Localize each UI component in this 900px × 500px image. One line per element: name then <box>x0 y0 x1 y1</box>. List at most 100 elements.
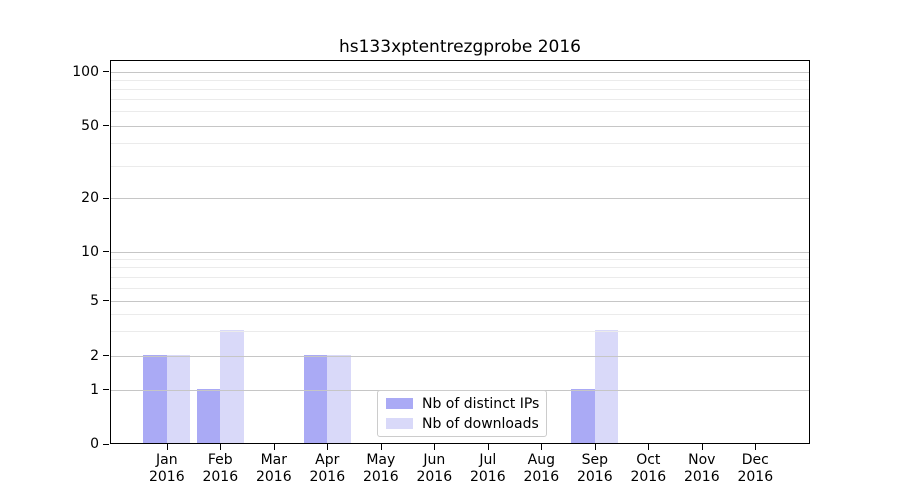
y-axis-tick-label: 20 <box>81 190 99 207</box>
x-axis-tick <box>166 444 168 450</box>
legend-swatch <box>386 398 413 409</box>
x-axis-tick <box>541 444 543 450</box>
gridline-minor <box>111 313 809 315</box>
y-axis-tick <box>103 443 109 445</box>
x-label-month: Dec <box>741 452 769 468</box>
y-axis-tick-label: 5 <box>90 292 99 309</box>
x-axis-tick-label: May 2016 <box>351 452 411 486</box>
gridline-minor <box>111 79 809 81</box>
gridline-minor <box>111 143 809 145</box>
bar-distinct-ips <box>196 388 221 443</box>
x-axis-tick-label: Aug 2016 <box>511 452 571 486</box>
x-label-year: 2016 <box>416 469 453 485</box>
x-axis-tick-label: Dec 2016 <box>725 452 785 486</box>
x-axis-tick <box>487 444 489 450</box>
gridline-minor <box>111 166 809 168</box>
x-label-year: 2016 <box>737 469 774 485</box>
x-label-year: 2016 <box>362 469 399 485</box>
y-axis-tick <box>103 71 109 73</box>
bar-downloads <box>220 330 244 443</box>
gridline-minor <box>111 259 809 261</box>
legend-label: Nb of distinct IPs <box>422 395 540 412</box>
y-axis-tick-label: 2 <box>90 347 99 364</box>
bar-downloads <box>327 354 351 443</box>
x-axis-tick <box>648 444 650 450</box>
y-axis-tick <box>103 251 109 253</box>
x-axis-tick <box>380 444 382 450</box>
y-axis-tick <box>103 197 109 199</box>
legend-label: Nb of downloads <box>422 415 539 432</box>
y-axis-tick-label: 0 <box>90 436 99 452</box>
y-axis-tick-label: 10 <box>81 243 99 260</box>
x-label-year: 2016 <box>148 469 185 485</box>
x-label-year: 2016 <box>255 469 292 485</box>
x-label-year: 2016 <box>523 469 560 485</box>
bar-downloads <box>594 330 619 443</box>
x-label-year: 2016 <box>630 469 667 485</box>
bar-distinct-ips <box>143 354 167 443</box>
gridline-major <box>111 198 809 200</box>
x-label-month: Jan <box>156 452 178 468</box>
x-axis-tick-label: Jul 2016 <box>458 452 518 486</box>
x-label-month: Oct <box>636 452 661 468</box>
gridline-minor <box>111 99 809 101</box>
x-axis-tick <box>220 444 222 450</box>
gridline-minor <box>111 287 809 289</box>
gridline-major <box>111 251 809 253</box>
x-axis-tick-label: Nov 2016 <box>672 452 732 486</box>
x-label-month: Jun <box>423 452 446 468</box>
x-axis-tick-label: Oct 2016 <box>618 452 678 486</box>
x-axis-tick-label: Apr 2016 <box>297 452 357 486</box>
y-axis-tick <box>103 355 109 356</box>
x-label-month: Jul <box>479 452 497 468</box>
y-axis-tick-label: 50 <box>81 117 99 134</box>
x-label-month: Apr <box>315 452 340 468</box>
y-axis-tick <box>103 300 109 301</box>
x-axis-tick-label: Jan 2016 <box>137 452 197 486</box>
gridline-major <box>111 125 809 127</box>
bar-distinct-ips <box>571 388 595 443</box>
gridline-major <box>111 300 809 302</box>
chart-title: hs133xptentrezgprobe 2016 <box>338 37 581 57</box>
x-label-month: Aug <box>527 452 555 468</box>
x-axis-tick <box>434 444 436 450</box>
x-axis-tick-label: Mar 2016 <box>244 452 304 486</box>
legend-item: Nb of distinct IPs <box>386 395 546 412</box>
x-label-month: Nov <box>688 452 716 468</box>
x-axis-tick <box>755 444 757 450</box>
gridline-minor <box>111 111 809 113</box>
x-axis-tick <box>327 444 329 450</box>
legend: Nb of distinct IPs Nb of downloads <box>377 390 547 437</box>
x-label-month: May <box>366 452 396 468</box>
x-axis-tick <box>273 444 275 450</box>
x-label-year: 2016 <box>469 469 506 485</box>
x-label-year: 2016 <box>683 469 720 485</box>
x-axis-tick <box>594 444 596 450</box>
legend-item: Nb of downloads <box>386 415 546 432</box>
gridline-major <box>111 71 809 73</box>
gridline-major <box>111 355 809 357</box>
bar-distinct-ips <box>303 354 328 443</box>
gridline-minor <box>111 89 809 91</box>
x-axis-tick <box>701 444 703 450</box>
gridline-minor <box>111 331 809 333</box>
x-label-year: 2016 <box>576 469 613 485</box>
x-label-month: Sep <box>581 452 608 468</box>
bar-downloads <box>166 354 191 443</box>
legend-swatch <box>386 418 413 429</box>
x-label-month: Feb <box>207 452 233 468</box>
gridline-minor <box>111 276 809 278</box>
x-label-year: 2016 <box>202 469 239 485</box>
x-axis-tick-label: Jun 2016 <box>404 452 464 486</box>
plot-area <box>110 60 810 444</box>
x-label-month: Mar <box>260 452 287 468</box>
y-axis-tick <box>103 125 109 127</box>
y-axis-tick-label: 100 <box>72 63 99 80</box>
x-axis-tick-label: Sep 2016 <box>565 452 625 486</box>
y-axis-tick <box>103 389 109 390</box>
gridline-minor <box>111 267 809 269</box>
x-label-year: 2016 <box>309 469 346 485</box>
x-axis-tick-label: Feb 2016 <box>190 452 250 486</box>
y-axis-tick-label: 1 <box>90 381 99 398</box>
